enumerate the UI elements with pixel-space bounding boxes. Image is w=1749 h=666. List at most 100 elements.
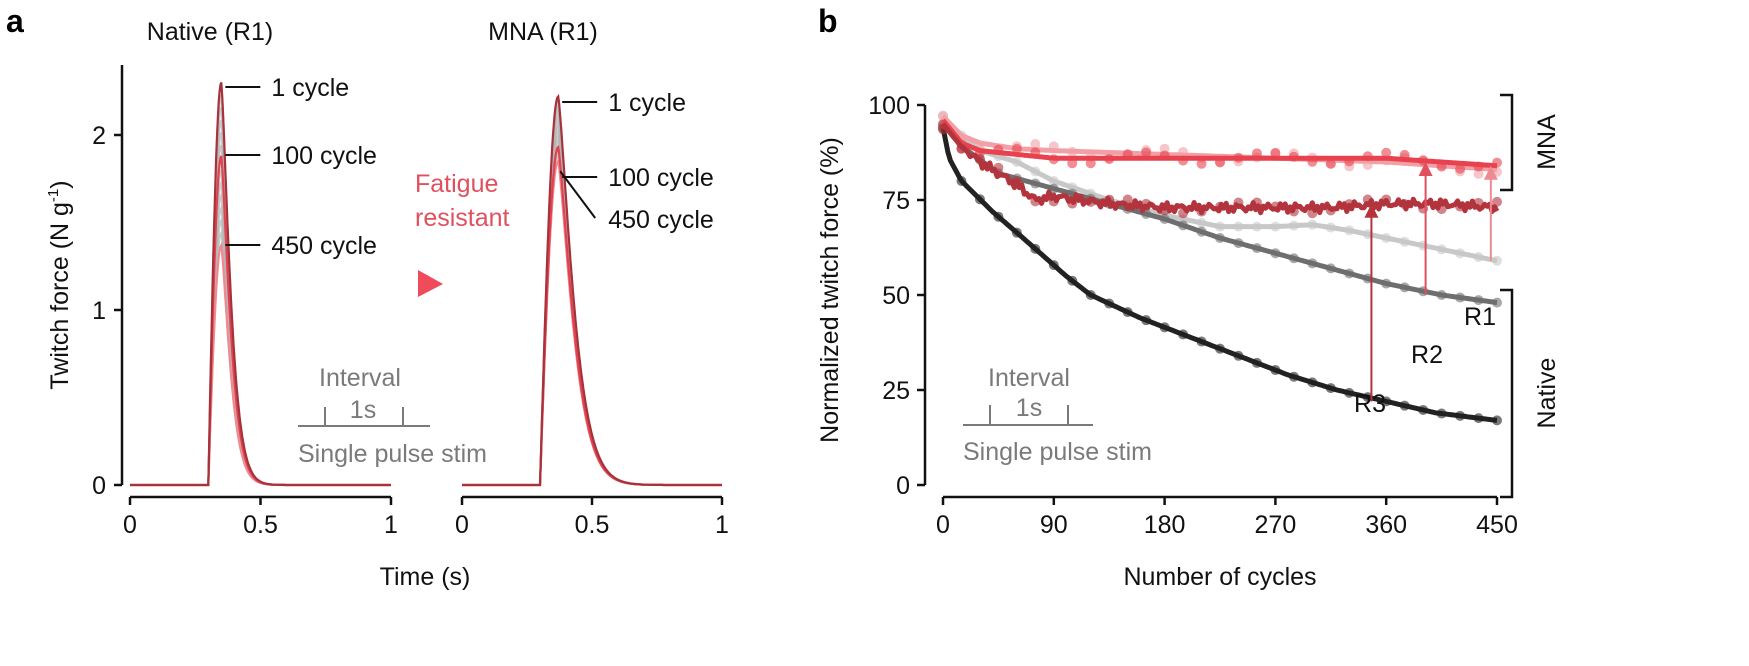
data-point-native-r3 [1196, 336, 1207, 347]
data-point-native-r1 [1473, 252, 1484, 262]
data-point-native-r3 [1233, 350, 1244, 361]
subplot-title-native: Native (R1) [147, 18, 273, 46]
trace-gray-cycle [130, 132, 391, 486]
data-point-native-r2 [1418, 286, 1429, 297]
fatigue-annotation-line2: resistant [415, 204, 510, 232]
panel-label-a: a [6, 3, 24, 39]
trace-1-cycle [462, 93, 722, 487]
data-point-native-r1 [1418, 240, 1429, 251]
data-point-native-r1 [1344, 225, 1355, 236]
y-tick-label-b: 50 [882, 282, 910, 310]
data-point-mna-r3 [1325, 205, 1336, 216]
data-point-native-r3 [1030, 243, 1041, 254]
y-axis-label-b: Normalized twitch force (%) [816, 137, 844, 443]
data-point-native-r1 [1436, 244, 1447, 255]
data-point-native-r3 [1344, 387, 1355, 398]
x-tick-label-a: 0 [455, 511, 469, 539]
data-point-mna-r2 [1011, 143, 1022, 154]
data-point-mna-r3 [1085, 196, 1096, 207]
y-tick-label-a: 0 [92, 472, 106, 500]
data-point-native-r3 [1455, 410, 1466, 421]
data-point-native-r3 [1048, 260, 1059, 271]
data-point-mna-r3 [1233, 197, 1244, 208]
data-point-mna-r3 [1381, 194, 1392, 205]
data-point-native-r3 [1307, 377, 1318, 388]
data-point-mna-r3 [1399, 199, 1410, 210]
data-point-mna-r3 [1436, 204, 1447, 215]
data-point-mna-r3 [1473, 197, 1484, 208]
data-point-native-r3 [1492, 415, 1502, 426]
data-point-native-r2 [1436, 290, 1447, 300]
data-point-mna-r2 [1381, 147, 1392, 158]
trace-gray-cycle [130, 144, 391, 486]
bracket-mna [1500, 93, 1514, 192]
x-tick-label-b: 180 [1144, 511, 1186, 539]
bracket-label-mna: MNA [1533, 114, 1561, 170]
data-point-native-r3 [1325, 383, 1336, 394]
data-point-mna-r2 [1399, 149, 1410, 160]
x-tick-label-a: 0.5 [575, 511, 610, 539]
data-point-native-r3 [1159, 322, 1170, 333]
data-point-native-r3 [1418, 404, 1429, 415]
data-point-mna-r3 [1048, 196, 1059, 207]
data-point-native-r1 [1381, 233, 1392, 243]
inset-scale-a [298, 407, 430, 427]
data-point-native-r3 [1085, 290, 1096, 300]
x-axis-label-b: Number of cycles [1123, 563, 1316, 591]
data-point-mna-r2 [1159, 150, 1170, 161]
data-point-native-r1 [1215, 221, 1225, 232]
data-point-mna-r2 [1473, 161, 1484, 172]
data-point-mna-r3 [1344, 199, 1355, 210]
y-tick-label-b: 100 [868, 92, 910, 120]
data-point-mna-r2 [1085, 158, 1096, 169]
inset-interval-b: 1s [1016, 394, 1042, 422]
data-point-mna-r1 [1473, 168, 1484, 179]
data-point-mna-r2 [1362, 151, 1373, 162]
data-point-native-r2 [1270, 248, 1281, 259]
arrow-label-r2: R2 [1411, 341, 1443, 369]
data-point-native-r2 [1381, 278, 1392, 289]
panel-label-b: b [818, 3, 838, 39]
data-point-mna-r2 [1492, 157, 1502, 168]
data-point-mna-r2 [1178, 155, 1189, 166]
data-point-mna-r2 [1307, 156, 1318, 167]
trace-gray-cycle [130, 169, 391, 486]
data-point-mna-r3 [1270, 201, 1281, 212]
y-tick-label-b: 25 [882, 377, 910, 405]
data-point-mna-r2 [1325, 158, 1336, 169]
data-point-mna-r3 [1122, 194, 1133, 205]
data-point-native-r2 [1325, 263, 1336, 274]
x-tick-label-b: 270 [1255, 511, 1297, 539]
trace-gray-cycle [462, 94, 722, 486]
data-point-native-r1 [1196, 217, 1207, 228]
data-point-mna-r2 [1215, 157, 1225, 168]
data-point-native-r2 [1048, 183, 1059, 194]
data-point-mna-r2 [1288, 151, 1299, 162]
data-point-native-r3 [956, 176, 967, 186]
data-point-native-r1 [1251, 221, 1262, 232]
y-tick-label-a: 1 [92, 297, 106, 325]
data-point-mna-r2 [1067, 158, 1078, 169]
data-point-native-r3 [1104, 298, 1115, 309]
data-point-mna-r2 [1122, 149, 1133, 160]
data-point-mna-r3 [938, 124, 948, 135]
data-point-mna-r2 [1251, 148, 1262, 159]
cycle-label: 100 cycle [608, 164, 714, 192]
label-leader [559, 170, 597, 219]
x-tick-label-a: 0 [123, 511, 137, 539]
cycle-label: 1 cycle [608, 89, 686, 117]
data-point-native-r2 [1473, 295, 1484, 306]
data-point-mna-r2 [1344, 156, 1355, 167]
x-tick-label-b: 360 [1365, 511, 1407, 539]
arrow-head-icon [1418, 162, 1433, 176]
inset-interval-a: 1s [350, 396, 376, 424]
x-tick-label-a: 1 [384, 511, 398, 539]
data-point-native-r2 [1399, 282, 1410, 293]
data-point-mna-r1 [938, 110, 948, 121]
data-point-native-r1 [1011, 157, 1022, 167]
arrow-label-r3: R3 [1354, 390, 1386, 418]
data-point-native-r2 [1344, 268, 1355, 279]
trace-100-cycle [130, 155, 391, 487]
data-point-mna-r3 [1492, 196, 1502, 207]
data-point-mna-r3 [1215, 201, 1225, 212]
